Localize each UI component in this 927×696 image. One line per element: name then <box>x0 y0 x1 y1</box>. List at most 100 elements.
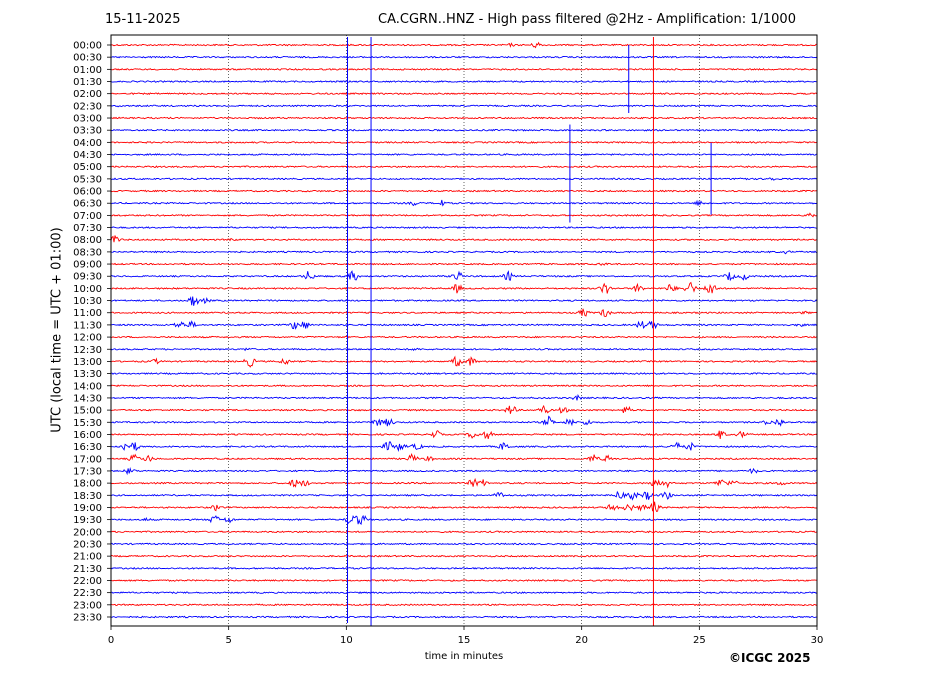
trace-row <box>110 104 818 108</box>
trace-row <box>110 296 818 306</box>
x-tick-label: 15 <box>458 635 471 646</box>
row-label: 23:00 <box>73 600 102 611</box>
row-label: 01:00 <box>73 65 102 76</box>
row-label: 04:00 <box>73 138 102 149</box>
trace-row <box>110 501 817 513</box>
row-label: 12:30 <box>73 345 102 356</box>
row-label: 01:30 <box>73 77 102 88</box>
row-label: 06:30 <box>73 199 102 210</box>
row-label: 20:00 <box>73 527 102 538</box>
trace-row <box>110 514 818 526</box>
row-label: 22:30 <box>73 588 102 599</box>
row-label: 22:00 <box>73 576 102 587</box>
trace-row <box>111 270 818 282</box>
row-label: 11:30 <box>73 320 102 331</box>
row-label: 04:30 <box>73 150 102 161</box>
grid-layer <box>228 35 700 626</box>
plot-frame <box>110 34 818 627</box>
x-tick-label: 0 <box>108 635 114 646</box>
x-axis-label: time in minutes <box>424 651 504 662</box>
trace-row <box>110 80 818 83</box>
row-label: 14:00 <box>73 381 102 392</box>
row-label: 21:00 <box>73 552 102 563</box>
x-tick-label: 20 <box>575 635 588 646</box>
row-label: 00:30 <box>73 53 102 64</box>
row-label: 15:30 <box>73 418 102 429</box>
x-tick-label: 5 <box>225 635 231 646</box>
row-label: 13:00 <box>73 357 102 368</box>
row-label: 13:30 <box>73 369 102 380</box>
trace-row <box>110 153 818 156</box>
trace-row <box>110 384 818 388</box>
trace-row <box>110 250 818 255</box>
row-label: 18:00 <box>73 479 102 490</box>
trace-row <box>110 189 818 193</box>
date-label: 15-11-2025 <box>105 12 181 27</box>
row-label: 06:00 <box>73 187 102 198</box>
trace-row <box>111 67 818 71</box>
row-label: 05:00 <box>73 162 102 173</box>
row-label: 09:30 <box>73 272 102 283</box>
row-label: 21:30 <box>73 564 102 575</box>
trace-row <box>111 554 817 558</box>
trace-row <box>110 466 817 476</box>
trace-row <box>110 41 817 49</box>
trace-row <box>110 530 818 534</box>
trace-row <box>110 199 818 207</box>
trace-row <box>111 226 818 229</box>
row-label: 23:30 <box>73 612 102 623</box>
row-label: 17:30 <box>73 466 102 477</box>
row-label: 07:00 <box>73 211 102 222</box>
row-label: 09:00 <box>73 260 102 271</box>
row-label: 00:00 <box>73 41 102 52</box>
trace-row <box>110 116 818 120</box>
x-tick-label: 30 <box>811 635 824 646</box>
trace-row <box>110 430 818 440</box>
trace-row <box>110 320 818 330</box>
trace-row <box>110 308 818 317</box>
x-tick-label: 25 <box>693 635 706 646</box>
trace-row <box>111 603 818 607</box>
trace-row <box>110 235 818 243</box>
trace-row <box>110 404 818 414</box>
trace-row <box>111 335 818 339</box>
chart-title: CA.CGRN..HNZ - High pass filtered @2Hz -… <box>378 12 796 27</box>
trace-row <box>110 177 818 181</box>
spike-layer <box>347 37 712 626</box>
trace-row <box>110 579 817 582</box>
row-label: 11:00 <box>73 308 102 319</box>
row-label: 15:00 <box>73 406 102 417</box>
row-label: 12:00 <box>73 333 102 344</box>
row-label: 10:30 <box>73 296 102 307</box>
trace-row <box>110 165 818 169</box>
trace-row <box>110 566 818 570</box>
row-label: 14:30 <box>73 393 102 404</box>
row-label: 16:30 <box>73 442 102 453</box>
trace-row <box>110 372 818 375</box>
trace-row <box>110 490 818 501</box>
row-label: 03:00 <box>73 114 102 125</box>
trace-row <box>110 477 818 489</box>
row-label: 10:00 <box>73 284 102 295</box>
trace-row <box>110 281 818 294</box>
trace-row <box>110 55 818 59</box>
row-label: 02:30 <box>73 101 102 112</box>
row-label: 16:00 <box>73 430 102 441</box>
trace-row <box>110 415 818 427</box>
trace-row <box>110 393 818 401</box>
trace-row <box>110 347 818 352</box>
trace-row <box>110 92 818 96</box>
row-label: 19:00 <box>73 503 102 514</box>
trace-row <box>110 128 818 132</box>
row-label: 19:30 <box>73 515 102 526</box>
row-label: 07:30 <box>73 223 102 234</box>
trace-row <box>110 355 818 368</box>
row-label: 08:30 <box>73 247 102 258</box>
x-tick-label: 10 <box>340 635 353 646</box>
row-label: 05:30 <box>73 174 102 185</box>
trace-row <box>110 615 817 619</box>
copyright-label: ©ICGC 2025 <box>729 651 811 665</box>
row-label: 17:00 <box>73 454 102 465</box>
